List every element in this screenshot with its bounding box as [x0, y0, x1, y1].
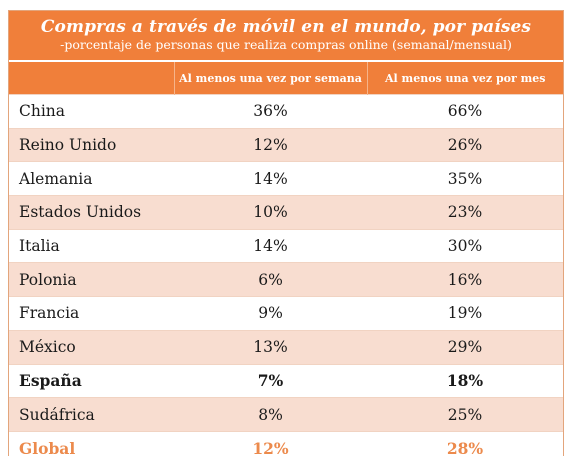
weekly-cell: 12%: [174, 430, 367, 465]
country-cell: Estados Unidos: [9, 195, 174, 230]
country-cell: Reino Unido: [9, 127, 174, 162]
table-row: México 13% 29%: [9, 329, 563, 364]
header-weekly: Al menos una vez por semana: [173, 60, 367, 95]
country-cell: México: [9, 329, 174, 364]
chart-title: Compras a través de móvil en el mundo, p…: [40, 17, 532, 37]
country-cell: Polonia: [9, 262, 174, 297]
country-cell: España: [9, 363, 174, 398]
monthly-cell: 30%: [367, 228, 563, 263]
monthly-cell: 19%: [367, 296, 563, 331]
header-monthly: Al menos una vez por mes: [366, 60, 563, 95]
table-row: Global 12% 28%: [9, 430, 563, 465]
header-row: Al menos una vez por semana Al menos una…: [9, 60, 563, 95]
data-table: Al menos una vez por semana Al menos una…: [9, 60, 563, 465]
monthly-cell: 25%: [367, 397, 563, 432]
weekly-cell: 9%: [174, 296, 367, 331]
monthly-cell: 26%: [367, 127, 563, 162]
monthly-cell: 29%: [367, 329, 563, 364]
monthly-cell: 23%: [367, 195, 563, 230]
country-cell: Alemania: [9, 161, 174, 196]
weekly-cell: 12%: [174, 127, 367, 162]
monthly-cell: 16%: [367, 262, 563, 297]
weekly-cell: 14%: [174, 228, 367, 263]
table-row: Reino Unido 12% 26%: [9, 127, 563, 162]
table-row: Estados Unidos 10% 23%: [9, 195, 563, 230]
table-row: Polonia 6% 16%: [9, 262, 563, 297]
country-cell: Italia: [9, 228, 174, 263]
country-cell: Global: [9, 430, 174, 465]
table-row: Francia 9% 19%: [9, 296, 563, 331]
table-row: Sudáfrica 8% 25%: [9, 397, 563, 432]
monthly-cell: 28%: [367, 430, 563, 465]
title-band: Compras a través de móvil en el mundo, p…: [9, 11, 563, 60]
weekly-cell: 13%: [174, 329, 367, 364]
weekly-cell: 36%: [174, 94, 367, 129]
country-cell: China: [9, 94, 174, 129]
chart-subtitle: -porcentaje de personas que realiza comp…: [60, 37, 512, 52]
table-body: China 36% 66% Reino Unido 12% 26% Alemania 14% 3…: [9, 94, 563, 465]
monthly-cell: 35%: [367, 161, 563, 196]
table-row: España 7% 18%: [9, 363, 563, 398]
table-row: China 36% 66%: [9, 94, 563, 129]
table-card: Compras a través de móvil en el mundo, p…: [8, 10, 564, 465]
weekly-cell: 10%: [174, 195, 367, 230]
country-cell: Sudáfrica: [9, 397, 174, 432]
weekly-cell: 7%: [174, 363, 367, 398]
monthly-cell: 18%: [367, 363, 563, 398]
monthly-cell: 66%: [367, 94, 563, 129]
table-row: Alemania 14% 35%: [9, 161, 563, 196]
country-cell: Francia: [9, 296, 174, 331]
weekly-cell: 8%: [174, 397, 367, 432]
weekly-cell: 6%: [174, 262, 367, 297]
header-country: [9, 60, 174, 95]
weekly-cell: 14%: [174, 161, 367, 196]
table-row: Italia 14% 30%: [9, 228, 563, 263]
